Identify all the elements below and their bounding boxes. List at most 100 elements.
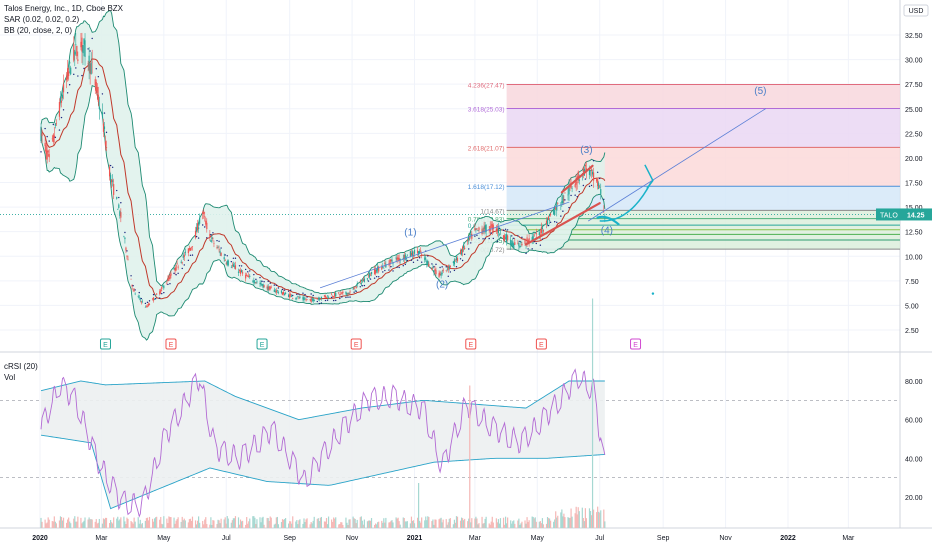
projection-line[interactable] — [588, 108, 766, 222]
volume-bar — [600, 510, 602, 528]
volume-indicator-label[interactable]: Vol — [4, 373, 16, 382]
volume-bar — [571, 516, 573, 528]
candle-body — [289, 294, 291, 298]
currency-label: USD — [909, 8, 924, 15]
earnings-badge[interactable] — [165, 338, 177, 350]
volume-bar — [187, 522, 189, 528]
time-tick-label: Nov — [346, 535, 359, 542]
sar-dot — [347, 296, 349, 298]
candle-body — [383, 267, 385, 269]
candle-body — [95, 81, 97, 91]
channel-line-lower[interactable] — [524, 202, 601, 246]
earnings-badge-label: E — [354, 342, 359, 349]
candle-body — [574, 184, 576, 187]
trend-line[interactable] — [319, 201, 570, 289]
volume-bar — [252, 516, 254, 528]
sar-dot — [539, 244, 542, 246]
earnings-badge[interactable] — [99, 338, 111, 350]
price-tag-box[interactable] — [876, 208, 932, 221]
wave-label: (4) — [601, 226, 613, 237]
candle-body — [306, 299, 308, 300]
volume-bar — [76, 521, 78, 528]
sar-dot — [146, 301, 149, 304]
volume-bar — [96, 523, 98, 528]
volume-bar — [224, 517, 226, 528]
candle-body — [507, 235, 509, 240]
cyan-arrow-head[interactable] — [644, 164, 654, 189]
volume-bar — [485, 516, 487, 528]
candle-body — [76, 45, 78, 57]
bb-indicator-label[interactable]: BB (20, close, 2, 0) — [4, 26, 73, 35]
currency-box[interactable] — [903, 4, 929, 17]
volume-bar — [152, 521, 155, 528]
volume-bar — [468, 518, 470, 528]
candle-body — [547, 216, 550, 221]
volume-bar — [363, 519, 365, 528]
cyan-dot[interactable] — [651, 292, 655, 295]
sar-dot — [263, 281, 265, 283]
cyan-path-arrow[interactable] — [599, 182, 652, 222]
candle-body — [561, 201, 563, 204]
candle-body — [75, 44, 77, 45]
candle-body — [540, 227, 542, 234]
volume-bar — [463, 520, 465, 528]
volume-bar — [247, 523, 249, 528]
candle-body — [55, 123, 57, 125]
candle-body — [452, 261, 454, 264]
volume-bar — [249, 518, 251, 528]
cyan-wave4-arrow[interactable] — [596, 215, 620, 226]
candle-body — [163, 285, 165, 289]
volume-bar — [90, 519, 92, 528]
sar-dot — [506, 229, 509, 231]
volume-bar — [117, 516, 119, 528]
candle-body — [327, 297, 330, 299]
drawing-annotations[interactable] — [319, 108, 766, 295]
sar-dot — [568, 206, 570, 209]
sar-dot — [324, 299, 327, 302]
sar-indicator-label[interactable]: SAR (0.02, 0.02, 0.2) — [4, 15, 80, 24]
volume-bar — [95, 519, 97, 528]
candle-body — [98, 107, 100, 110]
earnings-badge[interactable] — [350, 338, 362, 350]
sar-dot — [240, 265, 243, 267]
volume-bar — [570, 508, 572, 528]
volume-bar — [166, 518, 168, 528]
sar-dot — [535, 242, 537, 245]
crsi-indicator-label[interactable]: cRSI (20) — [4, 362, 38, 371]
candle-body — [503, 235, 506, 241]
candle-body — [224, 260, 226, 261]
volume-bar — [169, 517, 171, 528]
candle-body — [426, 260, 428, 264]
sar-dot — [570, 194, 572, 197]
candle-body — [67, 68, 69, 79]
candle-body — [352, 288, 354, 290]
candle-body — [194, 230, 197, 238]
sar-dot — [369, 278, 372, 280]
sar-dot — [590, 184, 593, 187]
candle-body — [124, 237, 126, 240]
sar-dot — [62, 109, 65, 111]
volume-bar — [51, 521, 53, 528]
bb-fill — [41, 10, 605, 341]
candle-body — [177, 266, 179, 268]
candle-body — [316, 299, 318, 300]
candle-body — [367, 274, 370, 276]
candle-body — [474, 228, 476, 231]
candle-body — [518, 243, 520, 247]
earnings-badge[interactable] — [256, 338, 268, 350]
sar-dot — [416, 259, 419, 261]
volume-bar — [98, 518, 100, 528]
earnings-badge[interactable] — [630, 338, 642, 350]
volume-bar — [310, 522, 312, 528]
symbol-title[interactable]: Talos Energy, Inc., 1D, Cboe BZX — [4, 4, 124, 13]
volume-bar — [420, 522, 422, 528]
candle-body — [256, 281, 258, 283]
channel-line-upper[interactable] — [560, 164, 594, 194]
volume-bar — [73, 518, 75, 528]
volume-bar — [475, 516, 477, 528]
earnings-badge[interactable] — [535, 338, 547, 350]
earnings-badge[interactable] — [465, 338, 477, 350]
candle-body — [395, 257, 397, 259]
